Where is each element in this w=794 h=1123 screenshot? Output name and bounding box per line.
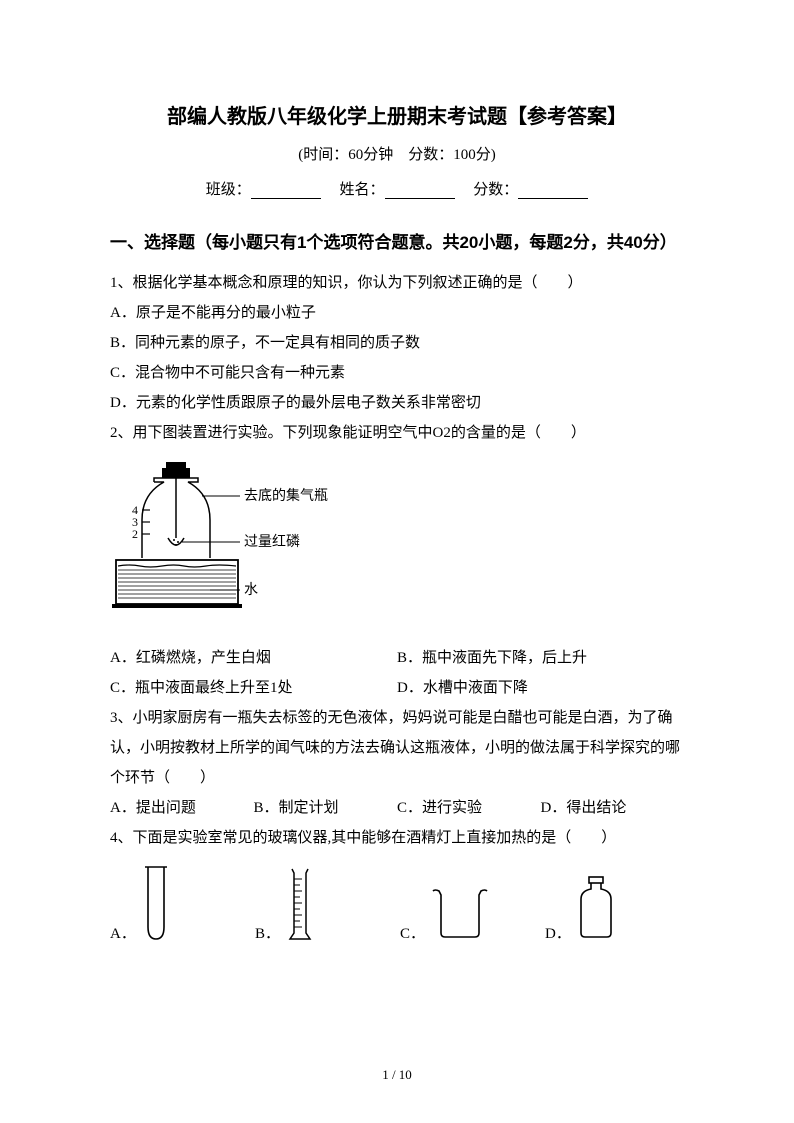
q2-stem: 2、用下图装置进行实验。下列现象能证明空气中O2的含量的是（ ） [110, 418, 684, 448]
q1-opt-a: A．原子是不能再分的最小粒子 [110, 298, 684, 328]
q1-opt-d: D．元素的化学性质跟原子的最外层电子数关系非常密切 [110, 388, 684, 418]
q2-opt-c: C．瓶中液面最终上升至1处 [110, 673, 397, 703]
page-number: 1 / 10 [0, 1067, 794, 1083]
exam-title: 部编人教版八年级化学上册期末考试题【参考答案】 [110, 100, 684, 129]
section-1-heading: 一、选择题（每小题只有1个选项符合题意。共20小题，每题2分，共40分） [110, 223, 684, 262]
name-blank [385, 183, 455, 199]
q4-stem: 4、下面是实验室常见的玻璃仪器,其中能够在酒精灯上直接加热的是（ ） [110, 823, 684, 853]
beaker-icon [425, 883, 495, 943]
exam-subtitle: (时间：60分钟 分数：100分) [110, 143, 684, 164]
label-phos: 过量红磷 [244, 534, 300, 550]
q3-stem: 3、小明家厨房有一瓶失去标签的无色液体，妈妈说可能是白醋也可能是白酒，为了确认，… [110, 703, 684, 793]
q4-options: A． B． C． D． [110, 863, 684, 943]
q3-opt-c: C．进行实验 [397, 793, 541, 823]
q1-stem: 1、根据化学基本概念和原理的知识，你认为下列叙述正确的是（ ） [110, 268, 684, 298]
q2-opt-a: A．红磷燃烧，产生白烟 [110, 643, 397, 673]
q3-opts: A．提出问题 B．制定计划 C．进行实验 D．得出结论 [110, 793, 684, 823]
score-blank [518, 183, 588, 199]
class-label: 班级： [206, 182, 251, 198]
q4-opt-b: B． [255, 863, 394, 943]
student-info-line: 班级： 姓名： 分数： [110, 178, 684, 199]
q3-opt-b: B．制定计划 [254, 793, 398, 823]
reagent-bottle-icon [571, 873, 621, 943]
class-blank [251, 183, 321, 199]
q4-d-label: D． [545, 922, 571, 943]
q2-opts-row1: A．红磷燃烧，产生白烟 B．瓶中液面先下降，后上升 [110, 643, 684, 673]
q4-b-label: B． [255, 922, 280, 943]
q4-opt-d: D． [545, 873, 684, 943]
score-label: 分数： [473, 182, 518, 198]
q4-a-label: A． [110, 922, 136, 943]
q1-opt-c: C．混合物中不可能只含有一种元素 [110, 358, 684, 388]
q3-opt-d: D．得出结论 [541, 793, 685, 823]
graduated-cylinder-icon [280, 863, 320, 943]
q2-diagram: 4 3 2 去底的集气瓶 过量红磷 水 [110, 460, 684, 635]
q4-opt-c: C． [400, 883, 539, 943]
q2-opt-d: D．水槽中液面下降 [397, 673, 684, 703]
q3-opt-a: A．提出问题 [110, 793, 254, 823]
scale-2: 2 [132, 527, 138, 541]
name-label: 姓名： [339, 182, 384, 198]
q4-c-label: C． [400, 922, 425, 943]
q2-opt-b: B．瓶中液面先下降，后上升 [397, 643, 684, 673]
test-tube-icon [136, 863, 176, 943]
label-bottle: 去底的集气瓶 [244, 487, 328, 504]
q2-opts-row2: C．瓶中液面最终上升至1处 D．水槽中液面下降 [110, 673, 684, 703]
q1-opt-b: B．同种元素的原子，不一定具有相同的质子数 [110, 328, 684, 358]
label-water: 水 [244, 582, 258, 598]
q4-opt-a: A． [110, 863, 249, 943]
